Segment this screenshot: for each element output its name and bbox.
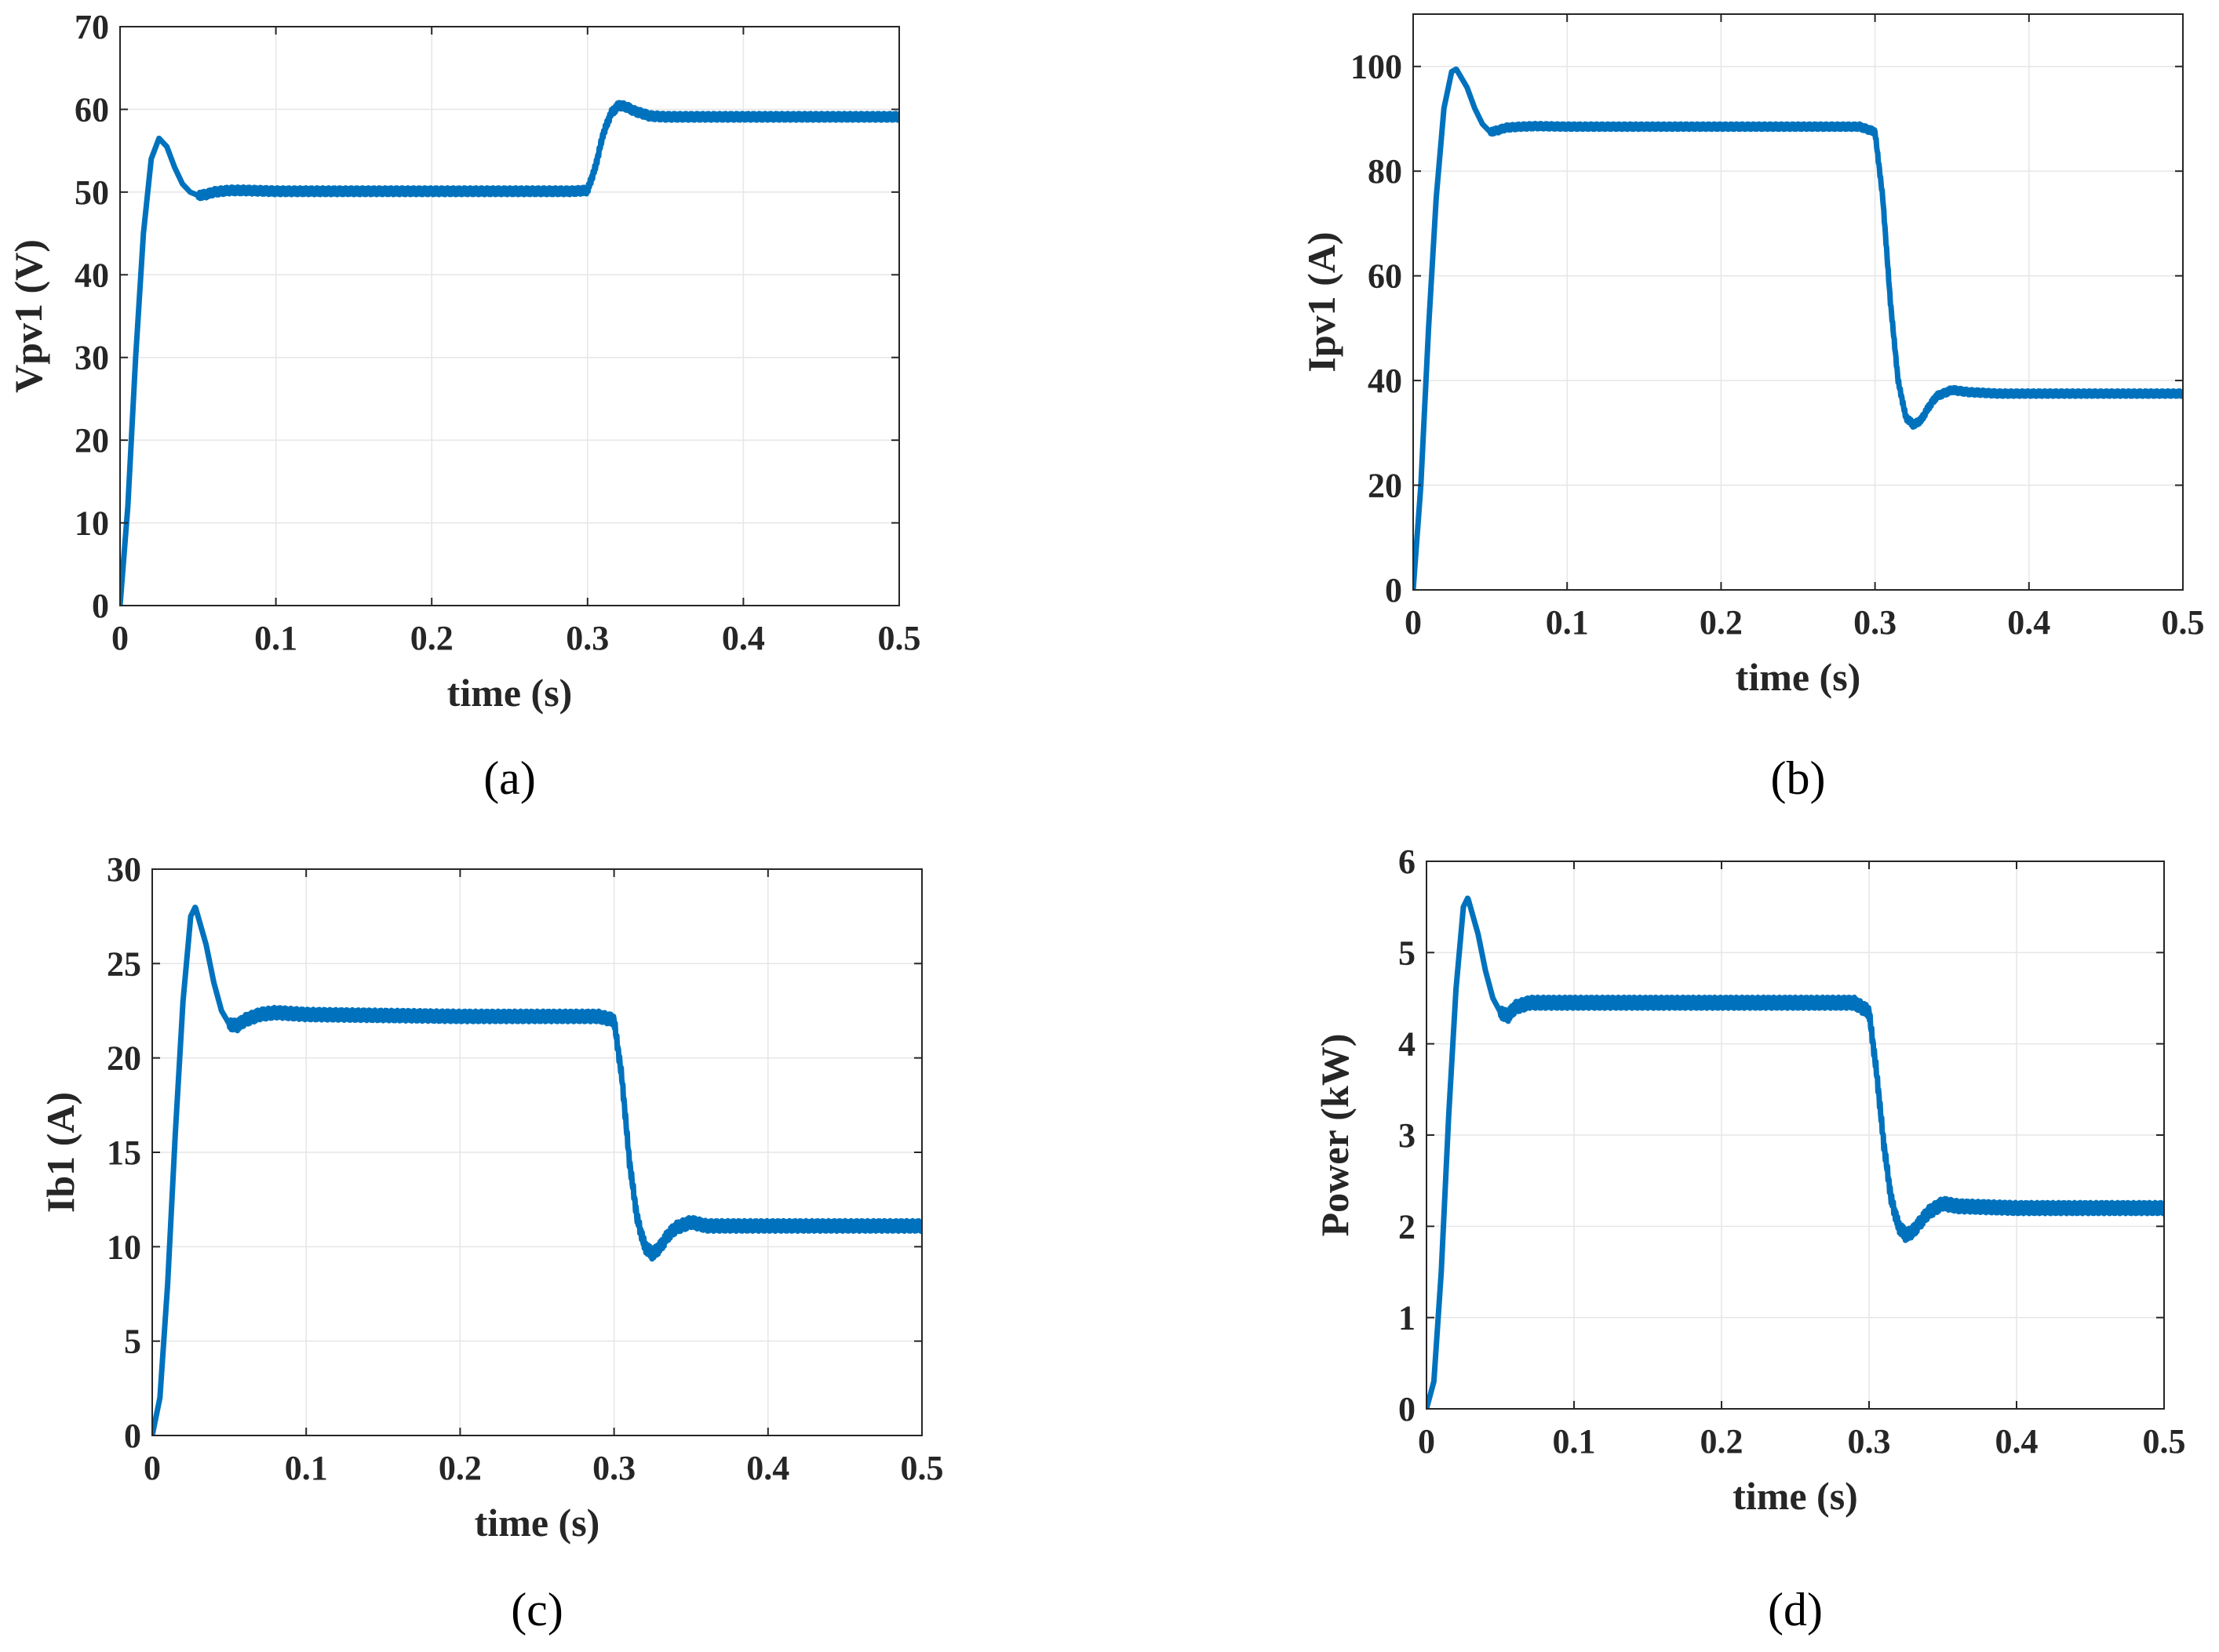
y-tick-label: 50: [75, 173, 109, 212]
x-tick-label: 0.1: [254, 619, 297, 657]
y-tick-label: 20: [75, 421, 109, 460]
x-tick-label: 0.4: [1995, 1422, 2039, 1461]
y-tick-label: 60: [1368, 257, 1402, 296]
x-tick-label: 0: [1418, 1422, 1435, 1461]
y-tick-label: 5: [1398, 933, 1416, 972]
x-tick-label: 0.1: [1546, 603, 1589, 642]
y-tick-label: 15: [107, 1133, 141, 1172]
y-tick-label: 70: [75, 8, 109, 46]
x-tick-label: 0.5: [901, 1449, 944, 1487]
x-tick-label: 0.3: [566, 619, 609, 657]
x-tick-label: 0: [1405, 603, 1422, 642]
x-tick-label: 0.5: [878, 619, 921, 657]
y-tick-label: 30: [107, 850, 141, 889]
y-tick-label: 1: [1398, 1299, 1416, 1337]
y-tick-label: 20: [1368, 467, 1402, 505]
plot-area: [120, 27, 899, 606]
y-axis-label: Vpv1 (V): [6, 239, 50, 393]
y-tick-label: 30: [75, 339, 109, 377]
x-tick-label: 0.3: [592, 1449, 636, 1487]
chart-panel-a: 0 0.1 0.2 0.3 0.4 0.5 0 10 20 30 40 50 60 70 time (s) V…: [6, 8, 921, 804]
y-tick-label: 2: [1398, 1207, 1416, 1246]
chart-panel-b: 0 0.1 0.2 0.3 0.4 0.5 0 20 40 60 80 100 time (s) Ipv1…: [1299, 13, 2205, 804]
y-axis-label: Ipv1 (A): [1299, 231, 1343, 372]
x-tick-label: 0: [111, 619, 129, 657]
y-tick-label: 0: [1385, 571, 1402, 609]
x-tick-label: 0.3: [1848, 1422, 1891, 1461]
x-tick-label: 0.2: [439, 1449, 482, 1487]
panel-caption: (b): [1771, 752, 1826, 804]
panel-caption: (a): [483, 752, 536, 804]
y-tick-label: 100: [1350, 48, 1402, 86]
axes-box: [1412, 13, 2184, 591]
y-tick-label: 60: [75, 90, 109, 129]
plot-area: [1413, 14, 2183, 590]
y-axis-label: Ib1 (A): [38, 1092, 82, 1213]
y-tick-label: 5: [124, 1323, 141, 1361]
series-line-ib1: [152, 904, 922, 1435]
x-tick-label: 0.1: [285, 1449, 328, 1487]
y-axis-label: Power (kW): [1313, 1034, 1357, 1237]
y-tick-label: 0: [92, 587, 109, 625]
y-tick-label: 3: [1398, 1116, 1416, 1155]
axes-box: [119, 26, 900, 606]
y-tick-label: 4: [1398, 1025, 1416, 1064]
x-tick-label: 0.4: [746, 1449, 789, 1487]
x-tick-label: 0.2: [1700, 1422, 1744, 1461]
x-tick-label: 0.2: [1700, 603, 1743, 642]
y-tick-label: 0: [1398, 1390, 1416, 1428]
y-tick-label: 40: [1368, 362, 1402, 400]
series-line-ipv1: [1413, 66, 2183, 590]
x-tick-label: 0: [144, 1449, 161, 1487]
y-tick-label: 80: [1368, 152, 1402, 191]
y-tick-label: 0: [124, 1417, 141, 1455]
x-axis-label: time (s): [447, 671, 573, 715]
x-tick-label: 0.2: [410, 619, 454, 657]
y-tick-label: 25: [107, 944, 141, 983]
x-tick-label: 0.5: [2162, 603, 2205, 642]
series-line-vpv1: [120, 100, 899, 606]
chart-panel-d: 0 0.1 0.2 0.3 0.4 0.5 0 1 2 3 4 5 6 time (s) Power (kW…: [1313, 842, 2186, 1636]
panel-caption: (d): [1768, 1584, 1823, 1636]
x-tick-label: 0.3: [1853, 603, 1897, 642]
series-line-power: [1426, 895, 2164, 1409]
x-tick-label: 0.1: [1553, 1422, 1596, 1461]
x-axis-label: time (s): [1736, 655, 1861, 699]
x-tick-label: 0.4: [722, 619, 765, 657]
x-axis-label: time (s): [1733, 1474, 1858, 1518]
y-tick-label: 6: [1398, 842, 1416, 881]
y-tick-label: 40: [75, 256, 109, 294]
y-tick-label: 10: [107, 1228, 141, 1266]
panel-caption: (c): [511, 1584, 563, 1636]
x-tick-label: 0.5: [2143, 1422, 2186, 1461]
chart-panel-c: 0 0.1 0.2 0.3 0.4 0.5 0 5 10 15 20 25 30 time (s) Ib1 …: [38, 850, 944, 1636]
y-tick-label: 20: [107, 1039, 141, 1078]
x-tick-label: 0.4: [2007, 603, 2050, 642]
x-axis-label: time (s): [475, 1501, 600, 1545]
y-tick-label: 10: [75, 504, 109, 543]
